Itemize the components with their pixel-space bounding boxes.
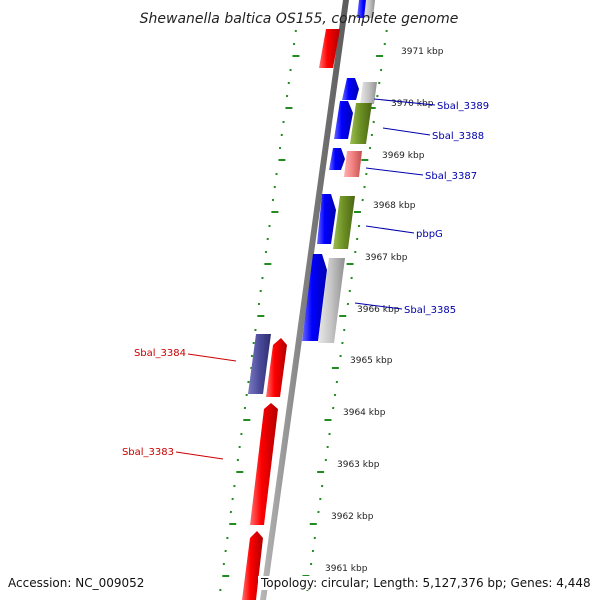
kbp-label: 3968 kbp — [373, 201, 416, 211]
gene-arrow-grey — [364, 0, 375, 18]
gene-arrow-sbal3388[interactable] — [334, 101, 353, 139]
gene-label-connectors — [175, 98, 436, 460]
right-tick-ruler — [302, 29, 388, 592]
gene-arrow-green — [350, 103, 372, 144]
gene-arrow-green-2 — [333, 196, 355, 249]
kbp-label: 3965 kbp — [350, 356, 393, 366]
gene-arrow-sbal3384[interactable] — [248, 334, 271, 394]
kbp-label: 3961 kbp — [325, 564, 368, 574]
gene-arrow-grey-3 — [318, 258, 345, 343]
accession-text: Accession: NC_009052 — [8, 576, 145, 590]
gene-arrow-pbpg[interactable] — [317, 194, 336, 244]
gene-arrow-grey-2 — [360, 82, 377, 104]
kbp-label: 3962 kbp — [331, 512, 374, 522]
gene-arrow-sbal3387[interactable] — [329, 148, 345, 170]
kbp-label: 3967 kbp — [365, 253, 408, 263]
kbp-labels: 3971 kbp 3970 kbp 3969 kbp 3968 kbp 3967… — [325, 47, 444, 574]
kbp-label: 3971 kbp — [401, 47, 444, 57]
gene-label-sbal3383[interactable]: Sbal_3383 — [122, 447, 174, 458]
gene-labels: Sbal_3389 Sbal_3388 Sbal_3387 pbpG Sbal_… — [122, 101, 489, 458]
kbp-label: 3964 kbp — [343, 408, 386, 418]
gene-arrow-sbal3389[interactable] — [342, 78, 359, 100]
gene-features — [242, 0, 377, 600]
kbp-label: 3963 kbp — [337, 460, 380, 470]
gene-arrow-pink — [344, 151, 362, 177]
gene-arrow-sbal3385[interactable] — [302, 254, 327, 341]
gene-arrow-reverse[interactable] — [319, 29, 340, 68]
genome-title: Shewanella baltica OS155, complete genom… — [140, 11, 459, 27]
kbp-label: 3966 kbp — [357, 305, 400, 315]
gene-arrow-sbal3383[interactable] — [250, 403, 278, 525]
left-tick-ruler — [219, 29, 300, 592]
gene-label-sbal3388[interactable]: Sbal_3388 — [432, 131, 484, 142]
topology-text: Topology: circular; Length: 5,127,376 bp… — [258, 576, 591, 590]
gene-label-sbal3387[interactable]: Sbal_3387 — [425, 171, 477, 182]
kbp-label: 3970 kbp — [391, 99, 434, 109]
gene-label-sbal3384[interactable]: Sbal_3384 — [134, 348, 186, 359]
gene-label-sbal3389[interactable]: Sbal_3389 — [437, 101, 489, 112]
gene-label-sbal3385[interactable]: Sbal_3385 — [404, 305, 456, 316]
gene-arrow-reverse-3[interactable] — [242, 531, 263, 600]
gene-arrow-reverse-2[interactable] — [266, 338, 287, 397]
kbp-label: 3969 kbp — [382, 151, 425, 161]
gene-label-pbpg[interactable]: pbpG — [416, 229, 443, 240]
genome-backbone — [260, 0, 349, 600]
